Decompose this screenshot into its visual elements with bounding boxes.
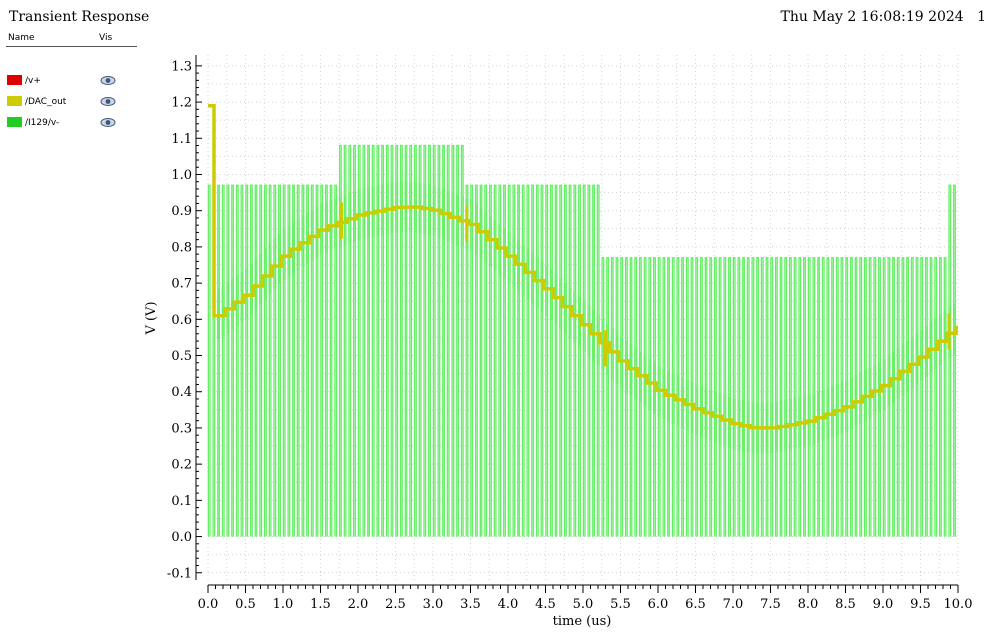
page-number: 1 xyxy=(977,9,986,25)
y-axis-ticks: -0.1 0.0 0.1 0.2 0.3 0.4 0.5 0.6 0.7 0.8 0.9 1.0 1.1… xyxy=(167,59,202,581)
x-tick-label: 10.0 xyxy=(944,597,973,612)
eye-icon[interactable] xyxy=(100,96,116,107)
x-tick-label: 3.5 xyxy=(460,597,481,612)
legend-swatch-vplus xyxy=(7,75,22,85)
x-tick-label: 4.0 xyxy=(498,597,519,612)
y-tick-label: 0.9 xyxy=(171,204,192,219)
y-tick-label: 1.0 xyxy=(171,168,192,183)
legend-panel: Name Vis /v+ /DAC_out /I129/v- xyxy=(6,32,137,128)
y-tick-label: 0.2 xyxy=(171,458,192,473)
eye-icon[interactable] xyxy=(100,117,116,128)
series-i129-vminus-trace xyxy=(207,144,956,537)
x-tick-label: 8.5 xyxy=(835,597,856,612)
plot-title: Transient Response xyxy=(9,9,150,25)
y-tick-label: 1.2 xyxy=(171,96,192,111)
legend-item-i129-vminus[interactable]: /I129/v- xyxy=(6,116,137,130)
x-tick-label: 2.0 xyxy=(348,597,369,612)
series-i129-vminus-ripple xyxy=(217,181,956,454)
x-tick-label: 7.5 xyxy=(760,597,781,612)
x-tick-label: 9.5 xyxy=(910,597,931,612)
series-i129-vminus xyxy=(207,144,956,537)
legend-label-dac-out: /DAC_out xyxy=(25,97,67,107)
datestamp-text: Thu May 2 16:08:19 2024 xyxy=(780,9,964,25)
x-tick-label: 5.0 xyxy=(573,597,594,612)
x-tick-label: 9.0 xyxy=(873,597,894,612)
x-axis-label: time (us) xyxy=(553,614,612,629)
y-tick-label: 0.7 xyxy=(171,277,192,292)
y-tick-label: -0.1 xyxy=(167,566,192,581)
x-tick-label: 8.0 xyxy=(798,597,819,612)
legend-header: Name Vis xyxy=(6,32,137,47)
x-tick-label: 6.0 xyxy=(648,597,669,612)
y-tick-label: 1.3 xyxy=(171,59,192,74)
x-tick-label: 3.0 xyxy=(423,597,444,612)
y-tick-label: 1.1 xyxy=(171,132,192,147)
x-tick-label: 1.5 xyxy=(310,597,331,612)
x-tick-label: 7.0 xyxy=(723,597,744,612)
y-axis-label: V (V) xyxy=(144,301,159,335)
y-tick-label: 0.4 xyxy=(171,385,192,400)
y-tick-label: 0.6 xyxy=(171,313,192,328)
y-tick-label: 0.0 xyxy=(171,530,192,545)
series-dac-out xyxy=(208,103,958,430)
legend-item-dac-out[interactable]: /DAC_out xyxy=(6,95,137,109)
legend-label-i129-vminus: /I129/v- xyxy=(25,118,60,128)
legend-label-vplus: /v+ xyxy=(25,76,41,86)
x-tick-label: 0.5 xyxy=(235,597,256,612)
y-tick-label: 0.1 xyxy=(171,494,192,509)
x-tick-label: 4.5 xyxy=(535,597,556,612)
y-tick-label: 0.8 xyxy=(171,240,192,255)
legend-item-vplus[interactable]: /v+ xyxy=(6,74,137,88)
y-tick-label: 0.5 xyxy=(171,349,192,364)
timestamp-label: Thu May 2 16:08:19 2024 1 xyxy=(781,9,986,25)
series-dac-out-trace xyxy=(208,103,958,430)
eye-icon[interactable] xyxy=(100,75,116,86)
legend-vis-header: Vis xyxy=(99,33,113,43)
x-tick-label: 1.0 xyxy=(273,597,294,612)
x-tick-label: 5.5 xyxy=(610,597,631,612)
legend-swatch-i129-vminus xyxy=(7,117,22,127)
x-tick-label: 0.0 xyxy=(198,597,219,612)
x-axis-ticks: 0.0 0.5 1.0 1.5 2.0 2.5 3.0 3.5 4.0 4.5 5.0 5.5 6.0 6… xyxy=(198,585,973,612)
legend-swatch-dac-out xyxy=(7,96,22,106)
axes xyxy=(195,55,958,586)
x-tick-label: 6.5 xyxy=(685,597,706,612)
legend-name-header: Name xyxy=(8,33,35,43)
x-tick-label: 2.5 xyxy=(385,597,406,612)
y-tick-label: 0.3 xyxy=(171,421,192,436)
